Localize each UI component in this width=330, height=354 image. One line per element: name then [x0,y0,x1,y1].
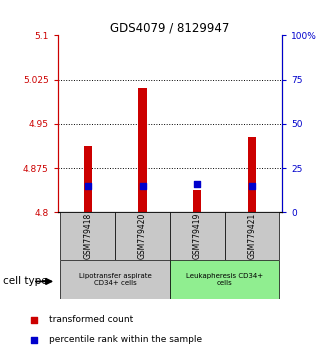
Text: Lipotransfer aspirate
CD34+ cells: Lipotransfer aspirate CD34+ cells [79,273,151,286]
Point [140,183,145,189]
Text: cell type: cell type [3,276,48,286]
Text: GSM779421: GSM779421 [248,213,256,259]
Bar [225,212,280,260]
Bar [170,260,280,299]
Point [195,181,200,187]
Bar [115,212,170,260]
Text: GSM779419: GSM779419 [193,213,202,259]
Point [32,317,37,323]
Bar [60,212,115,260]
Title: GDS4079 / 8129947: GDS4079 / 8129947 [110,21,230,34]
Bar [139,88,147,212]
Text: Leukapheresis CD34+
cells: Leukapheresis CD34+ cells [186,273,263,286]
Point [85,183,90,189]
Point [32,337,37,343]
Bar [170,212,225,260]
Text: GSM779420: GSM779420 [138,213,147,259]
Text: GSM779418: GSM779418 [83,213,92,259]
Point [249,183,255,189]
Bar [60,260,170,299]
Bar [193,190,201,212]
Bar [248,137,256,212]
Text: percentile rank within the sample: percentile rank within the sample [49,335,202,344]
Text: transformed count: transformed count [49,315,133,324]
Bar [84,146,92,212]
